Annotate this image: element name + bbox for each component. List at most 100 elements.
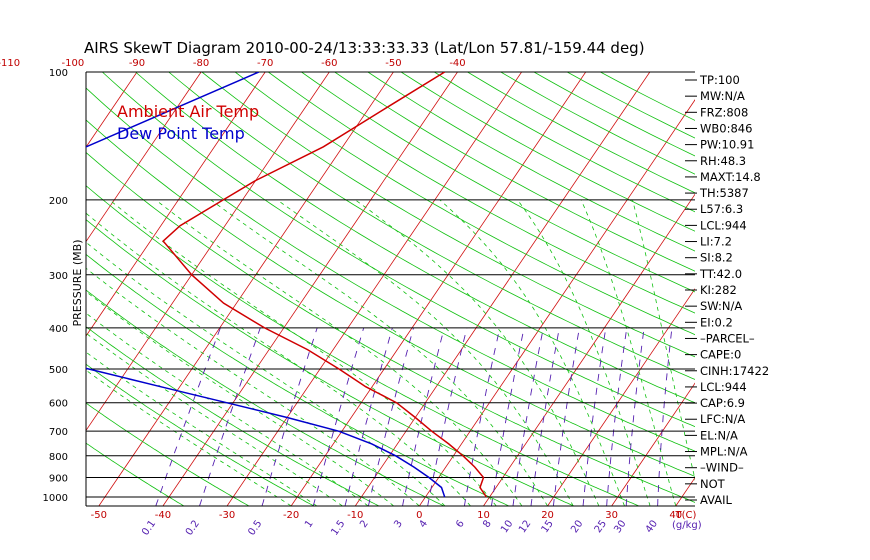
pressure-tick-label: 300 <box>49 271 68 282</box>
pressure-tick-label: 1000 <box>43 493 68 504</box>
mixing-ratio-line <box>463 327 501 506</box>
bottom-temp-tick-label: -30 <box>219 510 235 521</box>
index-label: SI:8.2 <box>700 251 733 265</box>
mixing-ratio-line <box>312 327 365 506</box>
bottom-temp-tick-label: 40 <box>669 510 682 521</box>
dry-adiabat-line <box>434 72 695 213</box>
moist-adiabat-line <box>86 351 318 506</box>
dry-adiabat-line <box>102 72 695 428</box>
isotherm-line <box>740 72 870 506</box>
dry-adiabat-line <box>86 253 510 506</box>
bottom-temp-tick-label: -20 <box>283 510 299 521</box>
dry-adiabat-line <box>86 185 640 506</box>
dry-adiabat-line <box>135 72 695 404</box>
dry-adiabat-line <box>86 87 695 452</box>
isotherm-line <box>290 72 587 506</box>
index-label: FRZ:808 <box>700 105 748 119</box>
isotherm-line <box>86 72 202 243</box>
index-label: –WIND– <box>700 461 744 475</box>
bottom-temp-tick-label: 0 <box>416 510 422 521</box>
moist-adiabat-line <box>580 199 677 506</box>
mixing-ratio-tick-label: 3 <box>392 518 405 530</box>
index-label: PW:10.91 <box>700 138 754 152</box>
mixing-ratio-line <box>512 327 544 506</box>
pressure-tick-label: 700 <box>49 427 68 438</box>
mixing-ratio-line <box>625 327 645 506</box>
bottom-temp-tick-label: -50 <box>91 510 107 521</box>
mixing-ratio-tick-label: 20 <box>569 518 585 535</box>
dry-adiabat-line <box>86 363 315 506</box>
mixing-ratio-line <box>582 327 607 506</box>
isotherm-line <box>611 382 695 506</box>
top-temp-tick-label: -50 <box>385 58 401 69</box>
mixing-ratio-tick-label: 1 <box>303 518 316 530</box>
mixing-ratio-units-label: (g/kg) <box>672 520 702 531</box>
mixing-ratio-line <box>155 327 221 506</box>
dry-adiabat-line <box>400 72 695 232</box>
mixing-ratio-line <box>199 327 261 506</box>
index-label: SW:N/A <box>700 299 742 313</box>
dry-adiabat-line <box>86 151 695 503</box>
axes <box>85 71 695 507</box>
pressure-tick-label: 800 <box>49 452 68 463</box>
index-label: LI:7.2 <box>700 235 732 249</box>
dry-adiabat-line <box>86 119 695 477</box>
index-label: NOT <box>700 477 726 491</box>
dry-adiabat-line <box>86 442 185 506</box>
index-label: EI:0.2 <box>700 315 733 329</box>
mixing-ratio-line <box>402 327 445 506</box>
dew-point-temp-line <box>86 72 446 498</box>
pressure-tick-label: 100 <box>49 68 68 79</box>
dry-adiabat-line <box>301 72 695 293</box>
index-label: MPL:N/A <box>700 445 748 459</box>
dry-adiabat-line <box>500 72 695 175</box>
moist-adiabat-line <box>276 199 574 506</box>
x-units-label: T(C) <box>675 510 697 521</box>
bottom-temp-tick-label: 10 <box>477 510 490 521</box>
index-label: LCL:944 <box>700 380 747 394</box>
bottom-temp-tick-label: 30 <box>605 510 618 521</box>
bottom-temp-tick-label: -40 <box>155 510 171 521</box>
moist-adiabat-line <box>155 199 523 506</box>
isotherm-line <box>483 193 695 506</box>
dry-adiabat-line <box>334 72 695 272</box>
moist-adiabat-line <box>86 291 394 506</box>
index-label: TH:5387 <box>699 186 749 200</box>
mixing-ratio-line <box>367 327 414 506</box>
index-label: WB0:846 <box>700 121 752 135</box>
index-label: EL:N/A <box>700 428 738 442</box>
chart-title: AIRS SkewT Diagram 2010-00-24/13:33:33.3… <box>84 39 645 57</box>
mixing-ratio-tick-label: 0.1 <box>140 518 158 537</box>
dry-adiabat-line <box>86 289 445 506</box>
mixing-ratio-tick-label: 6 <box>454 518 467 530</box>
index-label: KI:282 <box>700 283 737 297</box>
top-temp-tick-label: -40 <box>449 58 465 69</box>
index-label: MAXT:14.8 <box>700 170 761 184</box>
mixing-ratio-line <box>344 327 393 506</box>
top-temp-tick-label: -60 <box>321 58 337 69</box>
mixing-ratio-line <box>657 327 673 506</box>
index-label: RH:48.3 <box>700 154 746 168</box>
moist-adiabat-line <box>86 267 420 506</box>
bottom-temp-tick-label: 20 <box>541 510 554 521</box>
isotherm-line <box>86 72 138 148</box>
pressure-tick-label: 600 <box>49 399 68 410</box>
mixing-ratio-tick-label: 12 <box>517 518 533 535</box>
mixing-ratio-line <box>606 327 628 506</box>
moist-adiabat-line <box>86 241 446 506</box>
index-label: CAP:6.9 <box>700 396 745 410</box>
y-axis-label: PRESSURE (MB) <box>71 240 84 327</box>
dry-adiabat-line <box>86 402 250 506</box>
isotherm-line <box>419 99 695 506</box>
isotherm-line <box>162 72 458 506</box>
dry-adiabat-line <box>86 219 575 506</box>
isotherm-line <box>0 72 9 506</box>
dry-adiabat-line <box>367 72 695 252</box>
index-label: CAPE:0 <box>700 348 741 362</box>
ambient-air-temp-line <box>162 72 488 498</box>
index-label: CINH:17422 <box>700 364 769 378</box>
moist-adiabat-line <box>632 199 695 481</box>
index-label: LFC:N/A <box>700 412 745 426</box>
index-label: L57:6.3 <box>700 202 743 216</box>
